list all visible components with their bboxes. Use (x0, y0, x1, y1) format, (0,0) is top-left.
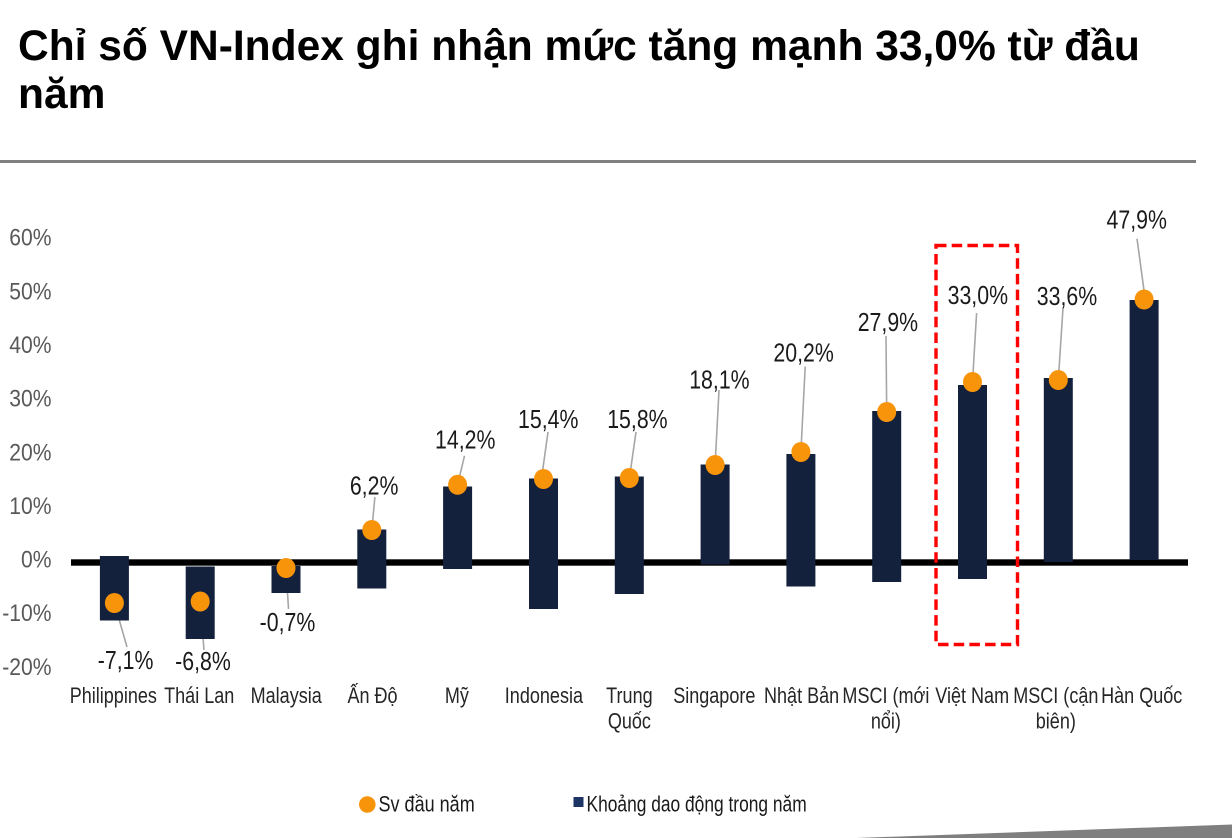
svg-text:60%: 60% (9, 224, 51, 251)
svg-text:-10%: -10% (2, 600, 51, 627)
svg-text:biên): biên) (1036, 710, 1076, 734)
svg-text:-20%: -20% (2, 654, 51, 681)
svg-text:Singapore: Singapore (673, 684, 755, 708)
svg-text:Sv đầu năm: Sv đầu năm (379, 793, 475, 817)
svg-text:Philippines: Philippines (70, 684, 157, 708)
svg-text:Quốc: Quốc (608, 710, 651, 734)
svg-text:Malaysia: Malaysia (251, 684, 323, 708)
svg-text:-6,8%: -6,8% (175, 647, 231, 677)
svg-text:nổi): nổi) (871, 710, 901, 734)
svg-text:MSCI (cận: MSCI (cận (1013, 684, 1098, 708)
svg-text:-0,7%: -0,7% (260, 608, 316, 638)
svg-text:-7,1%: -7,1% (98, 646, 154, 676)
svg-text:18,1%: 18,1% (689, 365, 749, 395)
svg-text:Nhật Bản: Nhật Bản (764, 684, 839, 708)
svg-text:Khoảng dao động trong năm: Khoảng dao động trong năm (587, 793, 807, 817)
svg-text:15,8%: 15,8% (607, 405, 667, 435)
svg-text:MSCI (mới: MSCI (mới (842, 684, 929, 708)
svg-text:Thái Lan: Thái Lan (164, 684, 234, 708)
svg-text:50%: 50% (9, 278, 51, 305)
svg-text:Indonesia: Indonesia (505, 684, 584, 708)
svg-text:0%: 0% (21, 546, 52, 573)
svg-text:33,0%: 33,0% (948, 281, 1008, 311)
svg-text:Ấn Độ: Ấn Độ (347, 683, 397, 708)
svg-text:33,6%: 33,6% (1037, 282, 1097, 312)
svg-text:Trung: Trung (606, 684, 652, 708)
svg-text:10%: 10% (9, 493, 51, 520)
svg-text:47,9%: 47,9% (1106, 206, 1166, 236)
svg-text:14,2%: 14,2% (435, 425, 495, 455)
svg-text:20,2%: 20,2% (773, 338, 833, 368)
svg-text:40%: 40% (9, 332, 51, 359)
svg-text:6,2%: 6,2% (350, 471, 399, 501)
svg-text:Hàn Quốc: Hàn Quốc (1101, 684, 1182, 708)
svg-text:27,9%: 27,9% (858, 308, 918, 338)
svg-text:Việt Nam: Việt Nam (935, 684, 1009, 708)
svg-text:15,4%: 15,4% (518, 405, 578, 435)
svg-text:Mỹ: Mỹ (445, 684, 470, 708)
svg-text:30%: 30% (9, 385, 51, 412)
svg-text:20%: 20% (9, 439, 51, 466)
